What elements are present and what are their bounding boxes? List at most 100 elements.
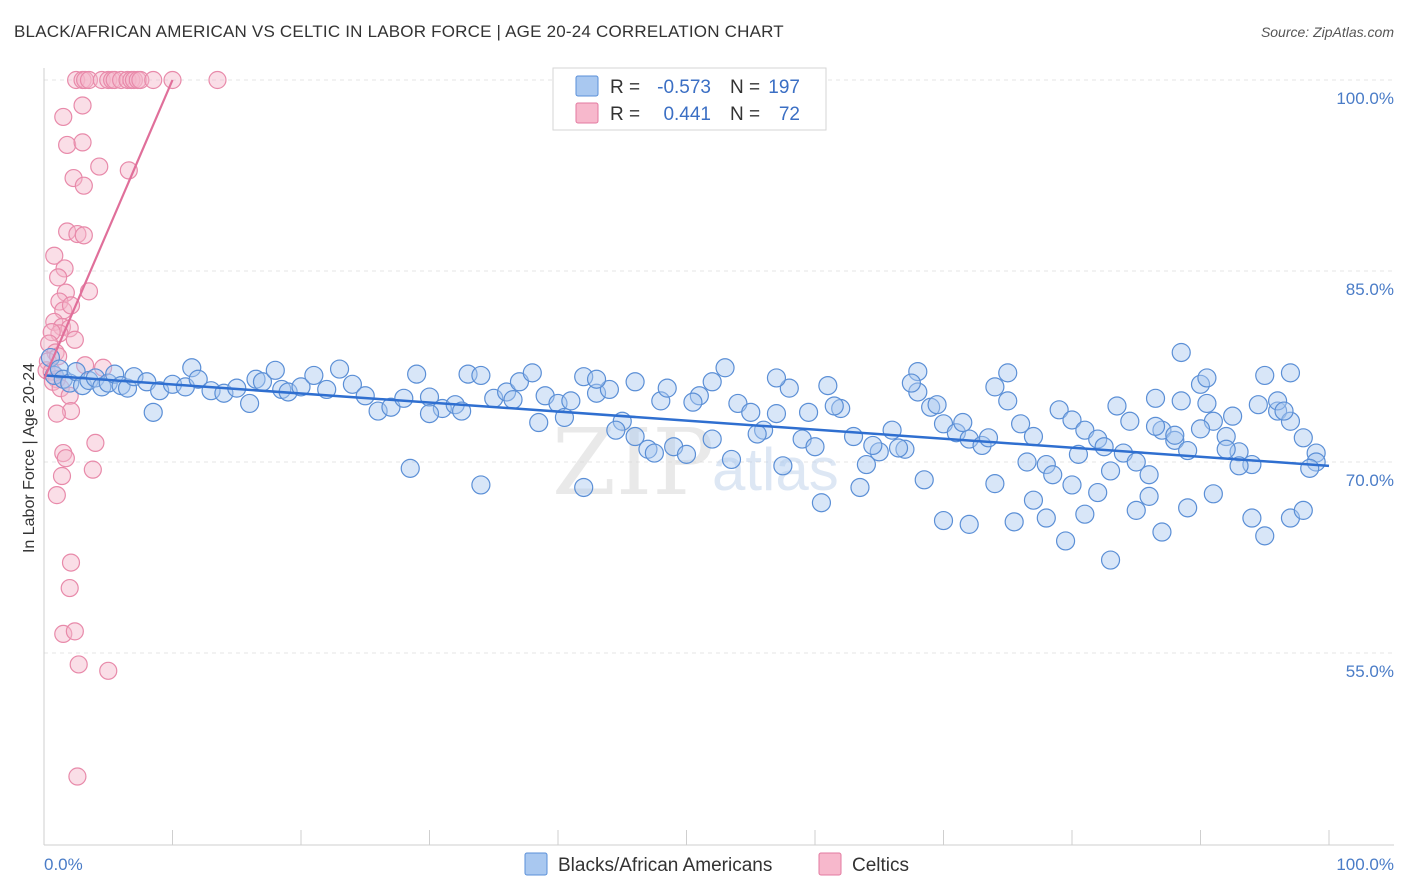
blacks-point [1248, 395, 1268, 415]
blacks-point [105, 364, 125, 384]
blacks-point [1055, 531, 1076, 551]
celtics-point [79, 282, 99, 301]
blacks-point [676, 444, 697, 464]
blacks-point [419, 404, 440, 424]
blacks-point [850, 477, 870, 498]
series-legend-swatch-blacks [524, 852, 548, 876]
blacks-point [657, 378, 677, 398]
blacks-point [741, 402, 761, 422]
blacks-point [1107, 396, 1127, 416]
y-tick-label: 100.0% [1336, 89, 1394, 108]
blacks-point [599, 379, 620, 400]
blacks-point [1120, 411, 1140, 431]
blacks-point [824, 396, 844, 416]
blacks-point [407, 364, 427, 384]
blacks-trend-line [43, 374, 1330, 468]
blacks-point [985, 474, 1005, 494]
blacks-point [978, 428, 999, 448]
blacks-point [933, 510, 954, 531]
blacks-point [1203, 484, 1223, 504]
blacks-point [779, 378, 799, 398]
legend-r-value-celtics: 0.441 [663, 104, 711, 125]
blacks-point [1017, 452, 1037, 472]
blacks-point [908, 361, 928, 382]
celtics-point [118, 70, 137, 90]
blacks-point [452, 401, 472, 421]
blacks-point [1043, 465, 1063, 485]
y-tick-label: 55.0% [1346, 662, 1394, 681]
blacks-point [1088, 482, 1108, 503]
blacks-point [188, 369, 208, 389]
blacks-point [1165, 430, 1185, 450]
blacks-point [1036, 454, 1056, 475]
celtics-point [60, 578, 79, 598]
blacks-point [143, 402, 163, 422]
celtics-trend-line [42, 79, 174, 380]
blacks-point [1049, 400, 1069, 420]
blacks-point [773, 456, 793, 476]
blacks-point [766, 368, 787, 388]
blacks-point [394, 388, 414, 408]
blacks-point [1100, 550, 1121, 570]
celtics-point [99, 70, 118, 90]
legend-r-value-blacks: -0.573 [657, 77, 711, 98]
blacks-point [888, 438, 909, 458]
celtics-point [124, 70, 144, 90]
blacks-point [798, 402, 819, 422]
celtics-point [131, 70, 150, 90]
blacks-point [497, 382, 517, 402]
blacks-point [265, 360, 285, 380]
legend-r-label-blacks: R = [610, 77, 640, 98]
blacks-point [1139, 486, 1159, 506]
celtics-point [54, 443, 73, 463]
celtics-point [68, 224, 87, 244]
y-tick-label: 85.0% [1346, 280, 1394, 299]
x-tick-label-min: 0.0% [44, 855, 83, 874]
blacks-point [1267, 391, 1288, 411]
blacks-point [606, 420, 626, 440]
celtics-point [65, 622, 84, 641]
legend-n-value-blacks: 197 [768, 77, 800, 98]
blacks-point [574, 477, 594, 498]
blacks-point [1216, 439, 1236, 459]
celtics-point [64, 168, 83, 188]
celtics-point [61, 401, 81, 421]
blacks-point [1094, 437, 1114, 457]
blacks-point [522, 363, 542, 383]
blacks-point [1062, 475, 1082, 495]
series-legend: Blacks/African Americans Celtics [524, 852, 909, 876]
blacks-point [1165, 425, 1185, 445]
celtics-point [68, 767, 87, 786]
blacks-point [49, 359, 70, 379]
blacks-point [1068, 444, 1089, 464]
blacks-point [342, 374, 362, 394]
celtics-point [79, 70, 99, 90]
chart-source: Source: ZipAtlas.com [1260, 24, 1394, 40]
celtics-point [65, 330, 84, 349]
series-legend-swatch-celtics [818, 852, 842, 876]
celtics-point [74, 226, 93, 245]
blacks-point [1100, 461, 1121, 481]
celtics-point [119, 161, 138, 180]
celtics-point [73, 133, 92, 152]
blacks-point [1010, 414, 1031, 434]
celtics-point [54, 107, 73, 127]
blacks-point [240, 393, 260, 414]
y-axis-title: In Labor Force | Age 20-24 [21, 363, 38, 553]
x-tick-label-max: 100.0% [1336, 855, 1394, 874]
blacks-point [471, 365, 491, 386]
blacks-point [1023, 490, 1044, 510]
blacks-point [998, 363, 1018, 383]
legend-n-label-celtics: N = [730, 104, 760, 125]
chart-title: BLACK/AFRICAN AMERICAN VS CELTIC IN LABO… [14, 22, 784, 41]
blacks-point [586, 383, 607, 403]
blacks-point [1171, 391, 1191, 411]
axes [43, 68, 1394, 846]
blacks-point [914, 470, 934, 490]
blacks-point [715, 358, 735, 378]
legend-r-label-celtics: R = [610, 104, 640, 125]
blacks-point [766, 404, 787, 424]
blacks-point [1004, 512, 1024, 532]
celtics-point [69, 655, 88, 674]
blacks-point [843, 426, 864, 447]
